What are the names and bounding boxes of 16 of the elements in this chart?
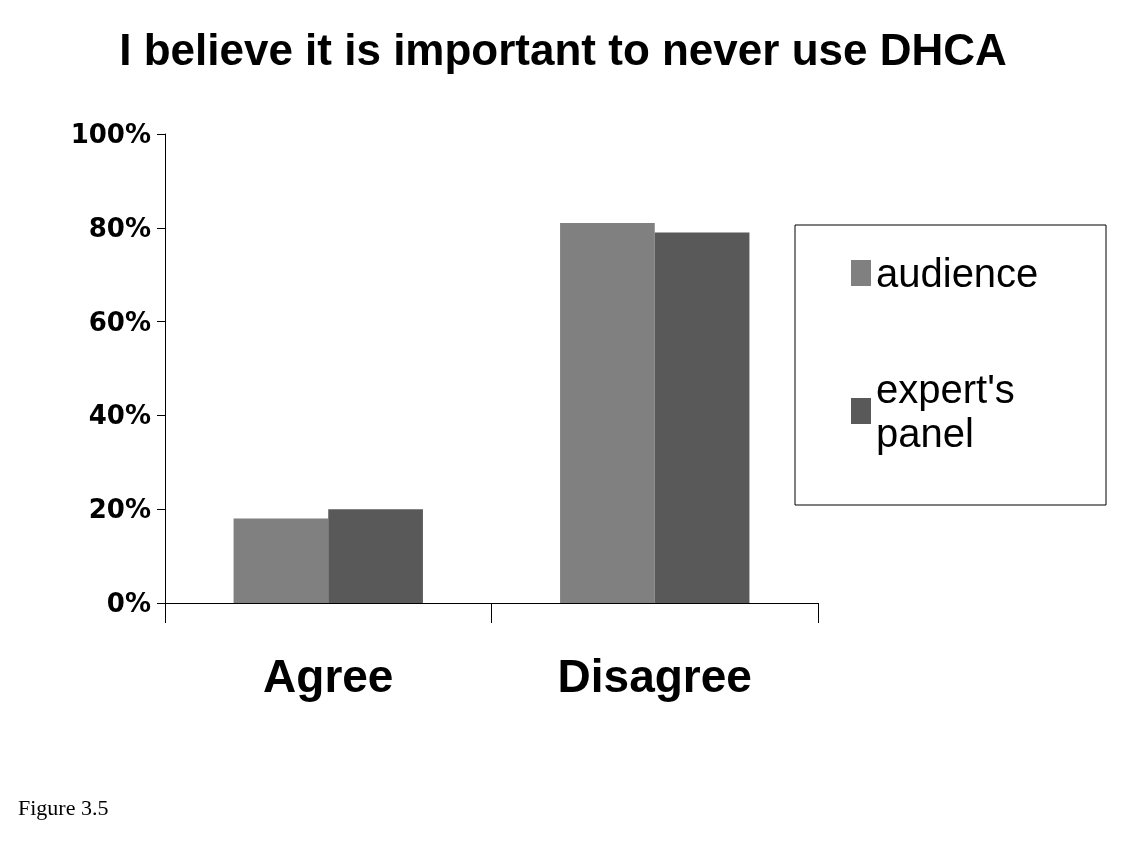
y-tick-label: 0%	[106, 588, 151, 618]
y-tick-label: 80%	[88, 212, 151, 243]
x-tick-label: Agree	[263, 650, 394, 702]
y-tick-label: 100%	[70, 119, 151, 149]
bar	[328, 509, 423, 603]
bar	[560, 223, 655, 603]
y-tick-label: 40%	[88, 400, 151, 431]
bar	[233, 518, 329, 603]
chart-title: I believe it is important to never use DHCA	[119, 24, 1007, 74]
caption: Figure 3.5	[18, 794, 109, 820]
y-tick-label: 20%	[88, 494, 151, 525]
x-tick-label: Disagree	[557, 650, 752, 702]
legend-label: expert's panel	[876, 367, 1026, 455]
y-tick-label: 60%	[88, 306, 151, 337]
bar	[654, 232, 750, 603]
legend-label: audience	[876, 251, 1039, 295]
